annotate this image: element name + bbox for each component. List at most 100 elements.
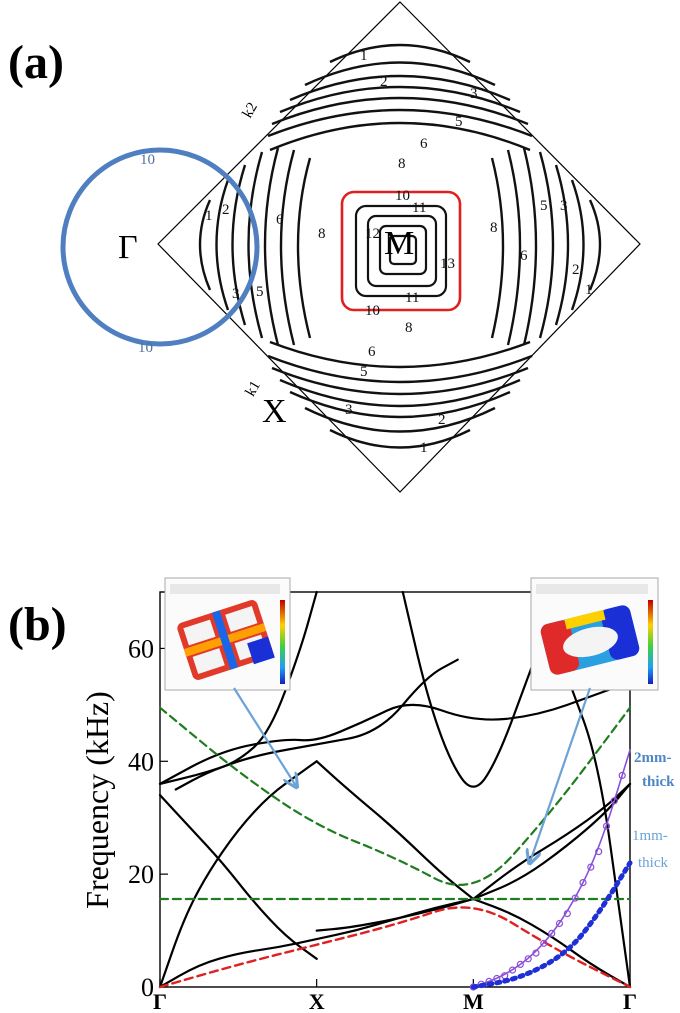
series-line-black-solid xyxy=(472,782,632,901)
contour-label: 6 xyxy=(368,344,376,360)
contour-group-top xyxy=(267,43,533,152)
contour-group-right xyxy=(490,147,602,346)
contour-group-bottom xyxy=(267,340,533,449)
contour-label: 1 xyxy=(585,282,593,298)
annotation-2mm-line2: thick xyxy=(642,774,675,790)
contour-label: 1 xyxy=(360,48,368,64)
contour-label: 8 xyxy=(398,156,406,172)
contour-label: 8 xyxy=(318,226,326,242)
series-line-black-solid xyxy=(174,590,318,791)
series-point-2mm xyxy=(508,966,517,974)
y-tick-label: 20 xyxy=(128,860,154,889)
series-point-2mm xyxy=(579,878,587,887)
series-point-2mm xyxy=(516,960,524,969)
contour-label: 10 xyxy=(365,303,380,319)
series-point-2mm xyxy=(595,847,603,856)
panel-a-label: (a) xyxy=(8,36,64,89)
series-point-2mm xyxy=(532,949,540,957)
contour-label: 2 xyxy=(572,262,580,278)
contour-label: 3 xyxy=(470,86,478,102)
contour-label: 8 xyxy=(405,320,413,336)
circle-bottom-label: 10 xyxy=(138,340,153,356)
series-line-black-solid xyxy=(315,897,475,932)
series-line-black-solid xyxy=(566,675,632,989)
series-line-purple-circles xyxy=(472,749,631,988)
gamma-point-label: Γ xyxy=(118,229,138,266)
inset-arrow-right xyxy=(530,687,592,862)
contour-label: 5 xyxy=(360,364,368,380)
gamma-contour-circle xyxy=(60,147,260,347)
contour-label: 12 xyxy=(365,226,380,242)
plot-frame xyxy=(159,591,631,988)
contour-labels: 1 2 3 5 6 8 10 11 12 13 11 10 8 6 5 3 2 … xyxy=(205,48,593,456)
contour-group-left xyxy=(198,147,312,346)
series-line-black-solid xyxy=(472,897,632,989)
contour-level-10-red xyxy=(340,190,462,312)
m-point-label: M xyxy=(384,225,414,262)
contour-label: 5 xyxy=(455,114,463,130)
series-line-black-solid xyxy=(401,590,561,788)
series-point-2mm xyxy=(610,797,618,805)
brillouin-zone-diamond xyxy=(157,1,641,493)
panel-b-label: (b) xyxy=(8,598,67,651)
contour-label: 6 xyxy=(420,136,428,152)
y-tick-label: 60 xyxy=(128,634,154,663)
contour-label: 5 xyxy=(256,284,264,300)
x-category-label: X xyxy=(309,989,325,1013)
inset-arrow-left xyxy=(233,687,296,786)
annotation-2mm-line1: 2mm- xyxy=(634,750,672,766)
x-category-label: M xyxy=(463,989,484,1013)
contour-label: 11 xyxy=(412,200,426,216)
annotation-1mm-line2: thick xyxy=(638,855,668,871)
contour-label: 10 xyxy=(395,188,410,204)
series-point-2mm xyxy=(602,822,611,830)
y-axis-ticks: 0 20 40 60 xyxy=(128,634,168,1002)
series-line-red-dashed xyxy=(158,906,632,989)
contour-label: 6 xyxy=(276,212,284,228)
series-line-black-solid xyxy=(158,681,632,785)
x-category-label: Γ xyxy=(623,989,637,1013)
contour-label: 3 xyxy=(560,198,568,214)
x-category-label: Γ xyxy=(153,989,167,1013)
contour-label: 8 xyxy=(490,220,498,236)
k2-axis-label: k2 xyxy=(240,100,261,121)
series-line-blue-dotted xyxy=(470,860,633,990)
series-point-2mm xyxy=(587,863,595,871)
circle-top-label: 10 xyxy=(140,152,155,168)
panel-a-contour-map: (a) xyxy=(8,1,641,493)
x-point-label: X xyxy=(262,393,287,430)
series-point-2mm xyxy=(524,955,532,963)
series-point-2mm xyxy=(555,919,564,928)
k1-axis-label: k1 xyxy=(243,378,264,399)
contour-label: 3 xyxy=(345,402,353,418)
series-line-black-solid xyxy=(472,782,632,901)
mode-shape-inset-left xyxy=(164,577,291,691)
contour-label: 13 xyxy=(440,256,455,272)
y-tick-label: 40 xyxy=(128,747,154,776)
contour-label: 2 xyxy=(380,74,388,90)
contour-label: 3 xyxy=(232,286,240,302)
contour-label: 2 xyxy=(222,202,230,218)
y-tick-label: 0 xyxy=(141,973,154,1002)
contour-label: 1 xyxy=(205,208,213,224)
series-line-black-solid xyxy=(315,760,475,901)
series-point-2mm xyxy=(563,909,571,918)
panel-b-dispersion-chart: (b) 0 20 40 60 Γ X M Γ Frequency (kHz) xyxy=(8,577,675,1013)
contour-label: 6 xyxy=(520,248,528,264)
series-point-2mm xyxy=(618,771,626,780)
y-axis-title: Frequency (kHz) xyxy=(79,691,115,909)
series-line-green-dashed xyxy=(158,706,632,886)
series-point-2mm xyxy=(571,894,579,902)
contour-group-center xyxy=(354,204,448,298)
series-point-2mm xyxy=(548,929,556,938)
series-line-black-solid xyxy=(158,794,318,960)
series-point-2mm xyxy=(540,939,548,947)
annotation-1mm-line1: 1mm- xyxy=(632,828,668,844)
mode-shape-inset-right xyxy=(530,577,659,691)
contour-label: 11 xyxy=(405,290,419,306)
series-layer xyxy=(158,590,633,991)
contour-label: 1 xyxy=(420,440,428,456)
contour-label: 5 xyxy=(540,198,548,214)
